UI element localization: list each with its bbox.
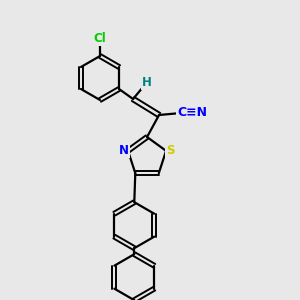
Text: Cl: Cl [94, 32, 106, 46]
Text: C≡N: C≡N [177, 106, 207, 119]
Text: H: H [142, 76, 152, 89]
Text: N: N [119, 144, 129, 157]
Text: S: S [166, 144, 174, 157]
